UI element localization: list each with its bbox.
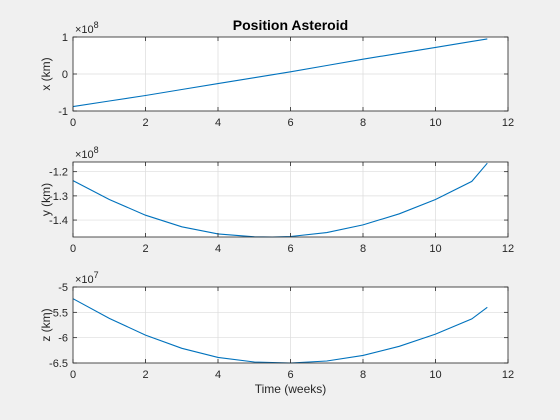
y-tick-label: -5: [58, 282, 68, 294]
x-tick-label: 8: [360, 117, 366, 129]
y-axis-label: y (km): [39, 183, 53, 216]
x-tick-label: 4: [215, 243, 221, 255]
chart-title: Position Asteroid: [233, 17, 348, 33]
x-tick-label: 4: [215, 369, 221, 381]
x-axis-label: Time (weeks): [255, 382, 327, 396]
x-tick-label: 6: [287, 117, 293, 129]
x-tick-label: 2: [142, 243, 148, 255]
x-tick-label: 2: [142, 369, 148, 381]
y-exponent-label: ×107: [75, 270, 99, 286]
x-tick-label: 6: [287, 243, 293, 255]
y-axis-label: x (km): [39, 57, 53, 90]
y-axis-label: z (km): [39, 308, 53, 341]
x-tick-label: 4: [215, 117, 221, 129]
x-tick-label: 0: [70, 117, 76, 129]
y-tick-label: 1: [62, 32, 68, 44]
x-tick-label: 6: [287, 369, 293, 381]
y-tick-label: -6: [58, 333, 68, 345]
x-tick-label: 10: [429, 117, 441, 129]
x-tick-label: 8: [360, 369, 366, 381]
y-tick-label: -1: [58, 106, 68, 118]
x-tick-label: 12: [502, 243, 514, 255]
x-tick-label: 0: [70, 243, 76, 255]
y-exponent-label: ×108: [75, 20, 99, 36]
y-exponent-label: ×108: [75, 145, 99, 161]
x-tick-label: 2: [142, 117, 148, 129]
x-tick-label: 10: [429, 369, 441, 381]
y-tick-label: 0: [62, 69, 68, 81]
x-tick-label: 0: [70, 369, 76, 381]
y-tick-label: -6.5: [49, 358, 68, 370]
x-tick-label: 10: [429, 243, 441, 255]
x-tick-label: 12: [502, 369, 514, 381]
y-tick-label: -1.2: [49, 167, 68, 179]
x-tick-label: 12: [502, 117, 514, 129]
x-tick-label: 8: [360, 243, 366, 255]
